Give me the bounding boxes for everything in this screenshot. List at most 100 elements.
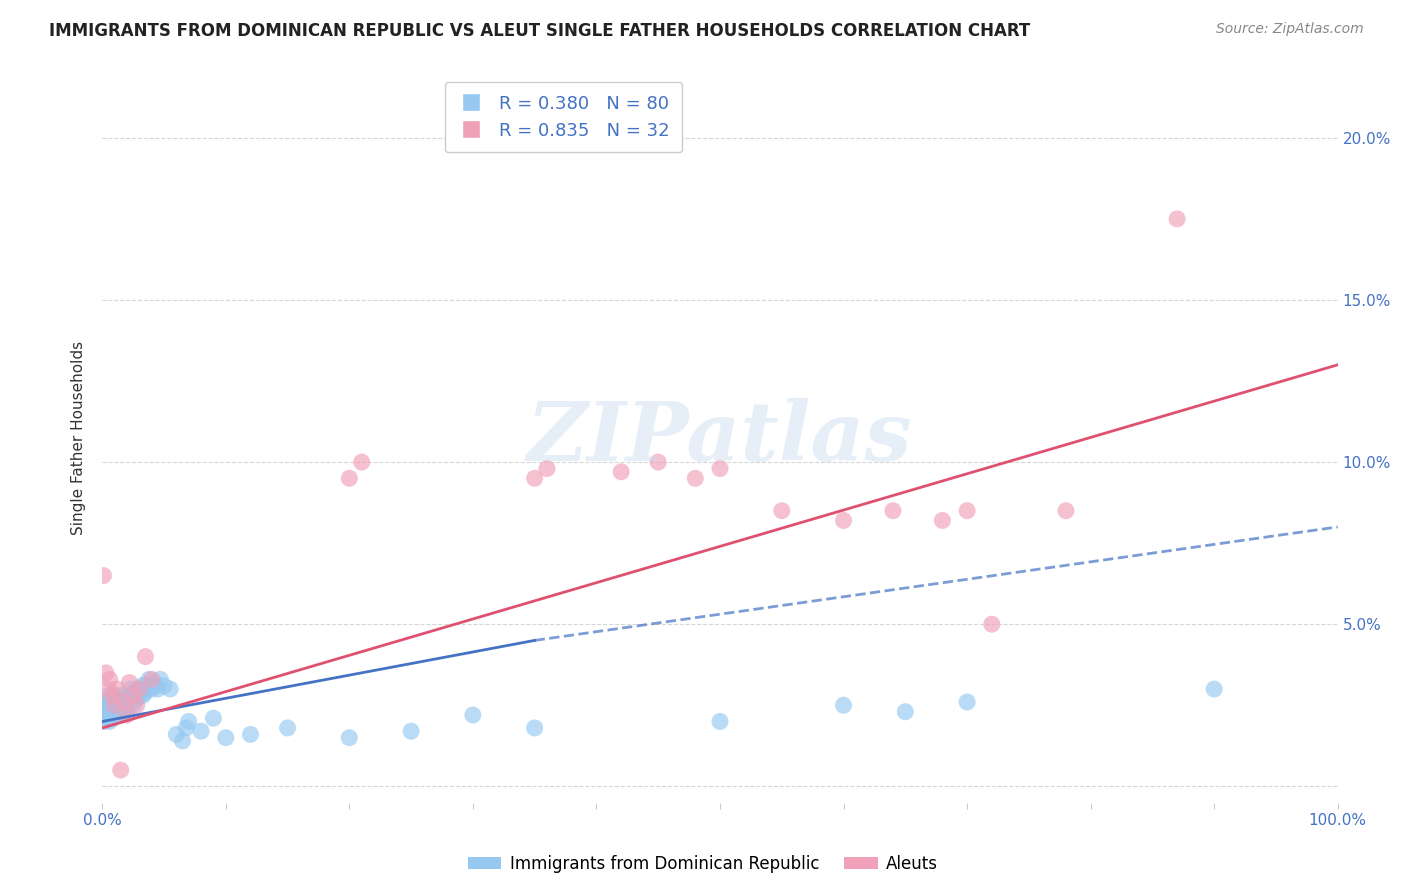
Point [105,705,128,719]
Point [121,691,143,706]
Point [97,681,120,696]
Point [141,673,163,687]
Point [110,705,132,719]
Point [96,705,118,719]
Point [1166,211,1188,226]
Point [159,681,181,696]
Point [94,708,117,723]
Point [93,705,115,719]
Point [104,695,127,709]
Point [134,685,156,699]
Point [215,731,238,745]
Point [100,711,122,725]
Point [112,698,135,713]
Point [122,698,145,713]
Point [103,711,125,725]
Point [709,714,731,729]
Point [202,711,225,725]
Point [96,698,118,713]
Point [98,714,121,729]
Point [128,681,150,696]
Point [101,708,124,723]
Point [97,708,120,723]
Point [124,689,146,703]
Point [98,705,121,719]
Point [523,721,546,735]
Legend: R = 0.380   N = 80, R = 0.835   N = 32: R = 0.380 N = 80, R = 0.835 N = 32 [444,82,682,153]
Point [128,681,150,696]
Point [832,513,855,527]
Point [105,681,128,696]
Point [956,695,979,709]
Point [93,708,115,723]
Point [93,714,115,729]
Point [177,714,200,729]
Text: ZIPatlas: ZIPatlas [527,398,912,478]
Point [134,649,156,664]
Point [523,471,546,485]
Point [115,701,138,715]
Text: IMMIGRANTS FROM DOMINICAN REPUBLIC VS ALEUT SINGLE FATHER HOUSEHOLDS CORRELATION: IMMIGRANTS FROM DOMINICAN REPUBLIC VS AL… [49,22,1031,40]
Point [131,679,153,693]
Point [141,681,163,696]
Point [190,724,212,739]
Point [108,708,131,723]
Point [143,679,166,693]
Point [100,691,122,706]
Point [94,701,117,715]
Point [98,695,121,709]
Point [108,695,131,709]
Point [172,734,194,748]
Point [536,461,558,475]
Point [165,727,187,741]
Point [118,675,141,690]
Point [114,695,136,709]
Point [97,701,120,715]
Point [146,681,169,696]
Point [832,698,855,713]
Point [107,701,129,715]
Point [277,721,299,735]
Point [110,763,132,777]
Point [135,681,157,696]
Point [98,673,121,687]
Point [103,701,125,715]
Point [770,504,793,518]
Point [931,513,953,527]
Point [956,504,979,518]
Point [709,461,731,475]
Point [124,685,146,699]
Point [610,465,633,479]
Point [111,708,134,723]
Point [647,455,669,469]
Point [894,705,917,719]
Point [104,708,127,723]
Point [239,727,262,741]
Point [337,731,360,745]
Point [100,701,122,715]
Point [94,665,117,680]
Point [128,689,150,703]
Text: Source: ZipAtlas.com: Source: ZipAtlas.com [1216,22,1364,37]
Point [115,708,138,723]
Point [149,673,172,687]
Legend: Immigrants from Dominican Republic, Aleuts: Immigrants from Dominican Republic, Aleu… [461,848,945,880]
Point [93,698,115,713]
Point [122,689,145,703]
Point [980,617,1002,632]
Point [96,711,118,725]
Point [125,691,148,706]
Point [114,691,136,706]
Point [118,695,141,709]
Point [153,679,176,693]
Point [125,698,148,713]
Y-axis label: Single Father Households: Single Father Households [72,341,86,535]
Point [882,504,904,518]
Point [110,689,132,703]
Point [1204,681,1226,696]
Point [120,681,142,696]
Point [103,689,125,703]
Point [1054,504,1077,518]
Point [350,455,373,469]
Point [174,721,197,735]
